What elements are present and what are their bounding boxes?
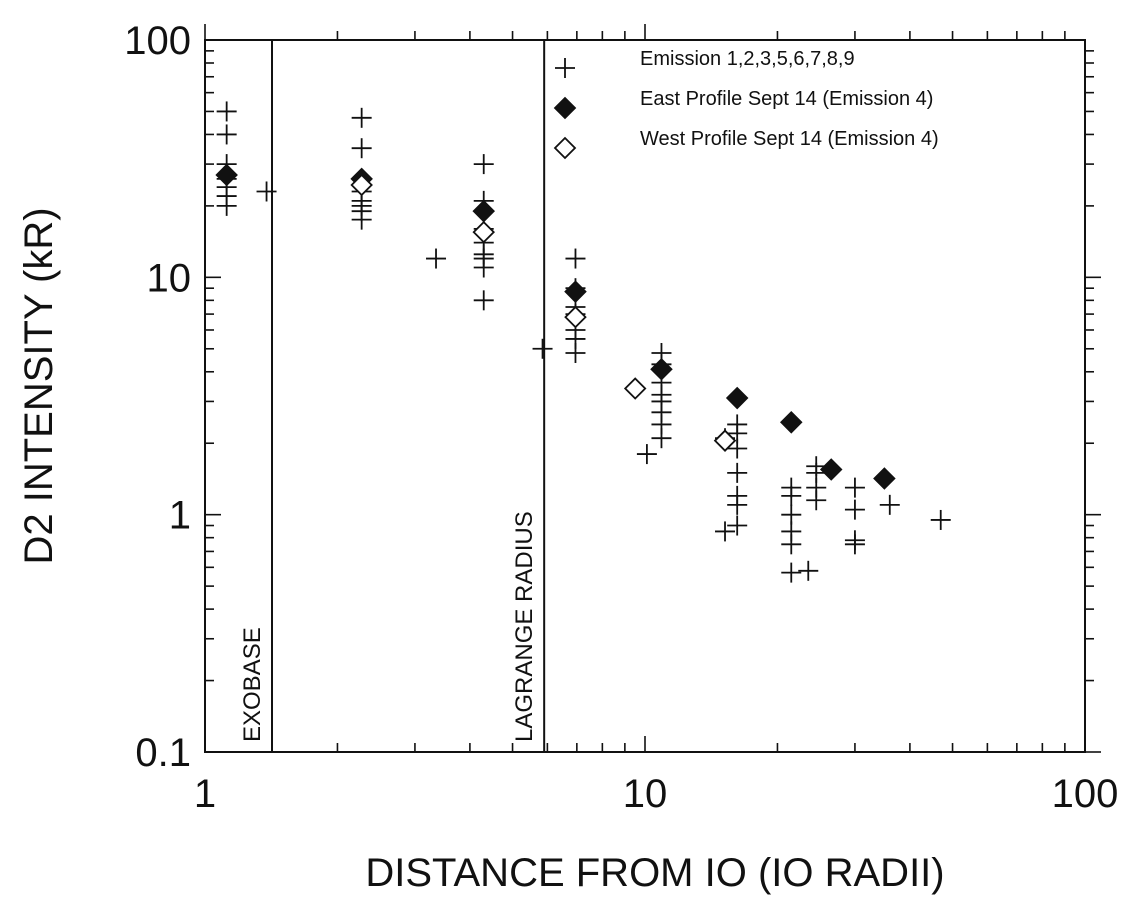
data-point-open-diamond xyxy=(472,220,495,244)
axes xyxy=(204,24,1101,753)
data-point-plus xyxy=(727,438,748,459)
y-tick-label: 0.1 xyxy=(135,731,191,775)
data-point-plus xyxy=(473,154,494,175)
data-points xyxy=(215,101,951,583)
data-point-plus xyxy=(781,485,802,506)
data-point-open-diamond xyxy=(350,173,373,197)
reference-line-label: LAGRANGE RADIUS xyxy=(511,511,538,742)
x-tick-label: 10 xyxy=(623,772,668,816)
data-point-plus xyxy=(351,209,372,230)
data-point-filled-diamond xyxy=(819,458,843,481)
legend-marker-filled-diamond xyxy=(553,96,577,120)
data-point-plus xyxy=(565,342,586,363)
data-point-filled-diamond xyxy=(472,199,495,223)
data-point-plus xyxy=(473,257,494,278)
y-tick-label: 10 xyxy=(147,256,192,300)
data-point-open-diamond xyxy=(623,377,647,400)
data-point-plus xyxy=(351,107,372,128)
data-point-plus xyxy=(781,562,802,583)
x-tick-label: 100 xyxy=(1052,772,1119,816)
data-point-plus xyxy=(844,534,865,555)
data-point-open-diamond xyxy=(564,305,587,329)
legend: Emission 1,2,3,5,6,7,8,9 East Profile Sep… xyxy=(553,48,939,160)
data-point-plus xyxy=(727,494,748,515)
data-point-filled-diamond xyxy=(780,411,803,434)
data-point-plus xyxy=(216,124,237,145)
data-point-open-diamond xyxy=(713,429,737,452)
data-point-plus xyxy=(727,462,748,483)
data-point-plus xyxy=(651,428,672,449)
x-axis-title: DISTANCE FROM IO (IO RADII) xyxy=(365,851,944,895)
legend-label: West Profile Sept 14 (Emission 4) xyxy=(640,128,939,150)
data-point-plus xyxy=(256,181,277,202)
data-point-plus xyxy=(715,521,736,542)
data-point-filled-diamond xyxy=(564,280,587,303)
data-point-plus xyxy=(473,290,494,311)
data-point-filled-diamond xyxy=(725,386,749,410)
y-tick-label: 1 xyxy=(169,494,191,538)
data-point-filled-diamond xyxy=(650,357,673,381)
reference-lines: EXOBASE LAGRANGE RADIUS xyxy=(239,40,546,752)
data-point-plus xyxy=(216,195,237,216)
data-point-plus xyxy=(798,560,819,581)
data-point-plus xyxy=(844,477,865,498)
data-point-plus xyxy=(930,509,951,530)
legend-label: East Profile Sept 14 (Emission 4) xyxy=(640,88,933,110)
legend-marker-plus xyxy=(555,58,575,78)
data-point-plus xyxy=(727,515,748,536)
data-point-plus xyxy=(216,101,237,122)
legend-marker-open-diamond xyxy=(553,136,577,160)
data-point-plus xyxy=(636,444,657,465)
data-point-plus xyxy=(806,490,827,511)
data-point-filled-diamond xyxy=(873,467,896,490)
data-point-plus xyxy=(565,248,586,269)
data-point-plus xyxy=(781,504,802,525)
y-tick-label: 100 xyxy=(124,19,191,63)
x-tick-label: 1 xyxy=(194,772,216,816)
data-point-plus xyxy=(879,494,900,515)
data-point-plus xyxy=(351,138,372,159)
data-point-plus xyxy=(532,338,553,359)
data-point-plus xyxy=(844,499,865,520)
legend-label: Emission 1,2,3,5,6,7,8,9 xyxy=(640,48,855,70)
data-point-plus xyxy=(426,248,447,269)
reference-line-label: EXOBASE xyxy=(239,627,266,742)
data-point-filled-diamond xyxy=(215,163,238,187)
data-point-plus xyxy=(781,534,802,555)
y-axis-title: D2 INTENSITY (kR) xyxy=(17,207,61,564)
